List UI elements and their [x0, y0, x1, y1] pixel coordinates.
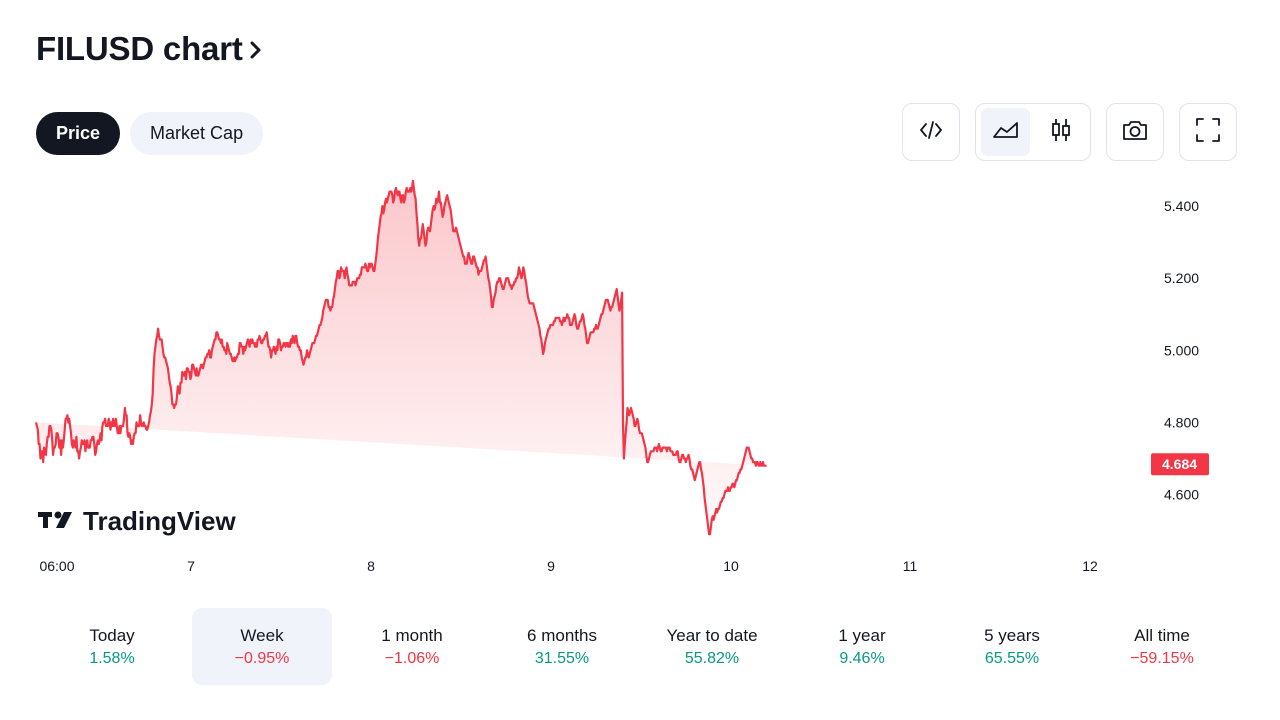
period-year-to-date[interactable]: Year to date 55.82%: [642, 608, 782, 685]
y-axis: 5.400 5.200 5.000 4.800 4.600: [1164, 198, 1199, 502]
period-label: Week: [240, 625, 284, 645]
period-label: All time: [1134, 625, 1190, 645]
period-label: 1 month: [381, 625, 443, 645]
page-title: FILUSD chart: [36, 30, 243, 67]
current-price-badge: 4.684: [1151, 453, 1209, 476]
period-week[interactable]: Week −0.95%: [192, 608, 332, 685]
tradingview-logo-icon: [38, 511, 72, 528]
period-change: 1.58%: [89, 649, 135, 667]
period-change: 65.55%: [984, 649, 1040, 667]
area-chart-button[interactable]: [981, 108, 1030, 156]
tab-price-label: Price: [56, 123, 101, 143]
period-change: 9.46%: [839, 649, 885, 667]
x-tick-label: 9: [547, 558, 555, 574]
y-tick-label: 4.600: [1164, 487, 1199, 503]
period-label: 6 months: [527, 625, 597, 645]
y-tick-label: 4.800: [1164, 414, 1199, 430]
embed-code-button[interactable]: [902, 103, 960, 161]
candlestick-chart-button[interactable]: [1036, 108, 1085, 156]
fullscreen-icon: [1194, 116, 1222, 149]
watermark-text: TradingView: [83, 506, 236, 536]
period-change: 55.82%: [684, 649, 740, 667]
x-tick-label: 06:00: [39, 558, 74, 574]
chevron-right-icon: [249, 30, 263, 68]
y-tick-label: 5.200: [1164, 270, 1199, 286]
period-change: 31.55%: [534, 649, 590, 667]
period-change: −59.15%: [1130, 649, 1194, 667]
price-line-series: [34, 179, 767, 536]
tab-market-cap[interactable]: Market Cap: [130, 112, 264, 155]
period-label: Today: [89, 625, 135, 645]
chart-mode-tabs: Price Market Cap: [36, 112, 264, 155]
period-1-year[interactable]: 1 year 9.46%: [792, 608, 932, 685]
period-change: −1.06%: [384, 649, 440, 667]
y-tick-label: 5.000: [1164, 342, 1199, 358]
period-1-month[interactable]: 1 month −1.06%: [342, 608, 482, 685]
x-tick-label: 8: [367, 558, 375, 574]
y-tick-label: 5.400: [1164, 198, 1199, 214]
tradingview-watermark: TradingView: [38, 506, 236, 536]
period-label: Year to date: [666, 625, 758, 645]
embed-code-icon: [917, 116, 945, 149]
period-6-months[interactable]: 6 months 31.55%: [492, 608, 632, 685]
fullscreen-button[interactable]: [1179, 103, 1237, 161]
current-price-label: 4.684: [1162, 456, 1197, 472]
x-tick-label: 11: [903, 558, 918, 574]
x-tick-label: 10: [723, 558, 739, 574]
x-tick-label: 7: [187, 558, 195, 574]
price-area-fill: [36, 180, 767, 535]
tab-price[interactable]: Price: [36, 112, 121, 155]
camera-icon: [1120, 117, 1150, 148]
period-change: −0.95%: [234, 649, 290, 667]
period-label: 5 years: [984, 625, 1040, 645]
price-chart[interactable]: 5.400 5.200 5.000 4.800 4.600 06:00 7 8 9 10 11 12…: [0, 170, 1280, 590]
x-tick-label: 12: [1082, 558, 1098, 574]
screenshot-button[interactable]: [1106, 103, 1164, 161]
chart-title-link[interactable]: FILUSD chart: [36, 30, 263, 68]
chart-style-group: [975, 103, 1091, 161]
performance-periods: Today 1.58% Week −0.95% 1 month −1.06% 6…: [42, 608, 1242, 685]
period-label: 1 year: [838, 625, 886, 645]
tab-market-cap-label: Market Cap: [150, 123, 244, 143]
candlestick-icon: [1049, 116, 1073, 149]
period-all-time[interactable]: All time −59.15%: [1092, 608, 1232, 685]
period-5-years[interactable]: 5 years 65.55%: [942, 608, 1082, 685]
area-chart-icon: [991, 118, 1021, 147]
chart-toolbar: [902, 103, 1237, 161]
x-axis: 06:00 7 8 9 10 11 12: [39, 558, 1098, 574]
period-today[interactable]: Today 1.58%: [42, 608, 182, 685]
